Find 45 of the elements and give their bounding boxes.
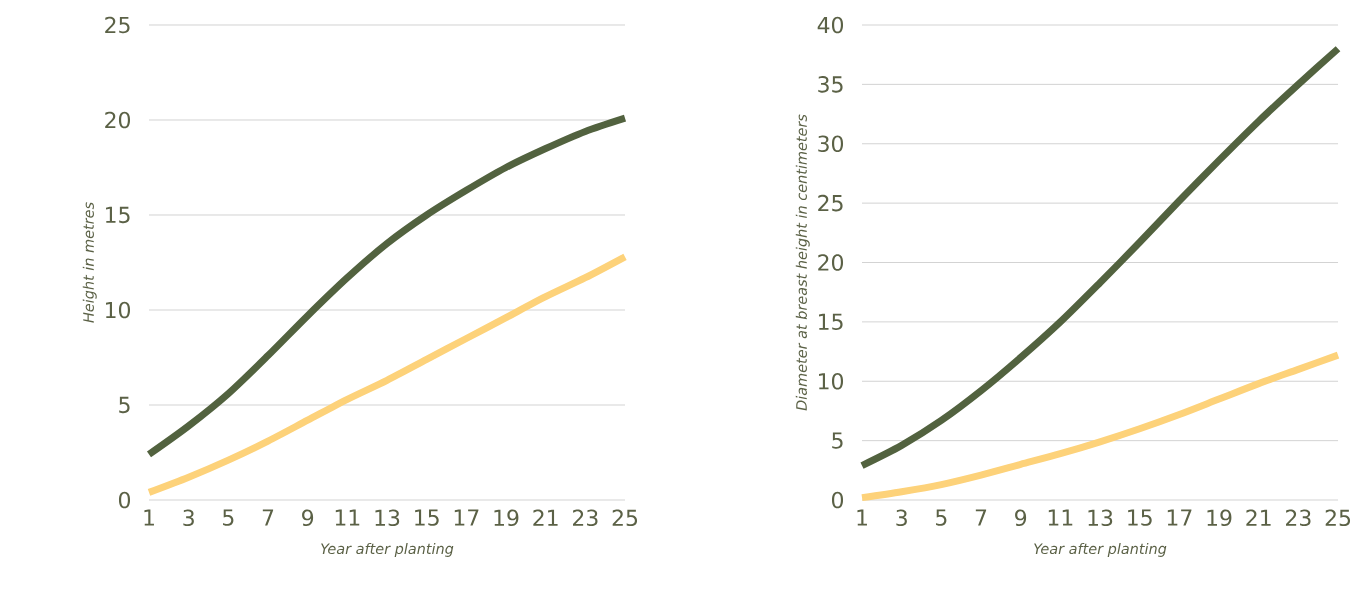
y-tick-label: 25 bbox=[105, 16, 130, 34]
y-tick-label: 5 bbox=[832, 432, 843, 449]
x-tick-label: 17 bbox=[1167, 509, 1192, 526]
x-tick-label: 5 bbox=[223, 509, 234, 526]
x-tick-label: 7 bbox=[975, 509, 987, 526]
y-tick-label: 25 bbox=[818, 194, 843, 212]
x-tick-label: 9 bbox=[1015, 509, 1027, 527]
x-tick-label: 23 bbox=[1286, 509, 1311, 527]
y-tick-label: 10 bbox=[819, 372, 844, 390]
x-tick-label: 13 bbox=[375, 509, 400, 527]
x-tick-label: 1 bbox=[144, 509, 154, 526]
y-tick-label: 20 bbox=[818, 254, 844, 271]
y-tick-label: 5 bbox=[119, 396, 130, 414]
x-tick-label: 19 bbox=[494, 509, 519, 527]
y-tick-label: 10 bbox=[106, 301, 131, 319]
x-tick-label: 25 bbox=[612, 509, 638, 527]
x-tick-label: 1 bbox=[857, 509, 867, 526]
x-tick-label: 9 bbox=[302, 509, 314, 527]
x-tick-label: 21 bbox=[533, 509, 558, 526]
y-tick-label: 15 bbox=[106, 206, 130, 224]
x-tick-label: 5 bbox=[936, 509, 947, 526]
y-tick-label: 20 bbox=[105, 111, 131, 129]
y-tick-label: 35 bbox=[818, 76, 843, 93]
y-tick-label: 40 bbox=[817, 16, 844, 34]
x-tick-label: 15 bbox=[415, 509, 439, 526]
x-tick-label: 25 bbox=[1325, 509, 1351, 527]
y-axis-title: Diameter at breast height in centimeters bbox=[795, 114, 810, 411]
x-tick-label: 19 bbox=[1207, 509, 1232, 527]
y-axis-title: Height in metres bbox=[82, 202, 97, 323]
x-axis-title: Year after planting bbox=[321, 542, 454, 557]
x-tick-label: 7 bbox=[262, 509, 274, 526]
x-axis-title: Year after planting bbox=[1034, 542, 1167, 557]
x-tick-label: 3 bbox=[896, 509, 907, 527]
x-tick-label: 11 bbox=[1048, 509, 1073, 526]
x-tick-label: 17 bbox=[454, 509, 479, 526]
y-tick-label: 30 bbox=[818, 135, 844, 153]
x-tick-label: 3 bbox=[183, 509, 194, 527]
y-tick-label: 0 bbox=[831, 491, 844, 509]
y-tick-label: 0 bbox=[118, 491, 131, 509]
x-tick-label: 11 bbox=[335, 509, 360, 526]
x-tick-label: 23 bbox=[573, 509, 598, 527]
x-tick-label: 15 bbox=[1128, 509, 1152, 526]
y-tick-label: 15 bbox=[819, 313, 843, 331]
x-tick-label: 21 bbox=[1246, 509, 1271, 526]
x-tick-label: 13 bbox=[1088, 509, 1113, 527]
